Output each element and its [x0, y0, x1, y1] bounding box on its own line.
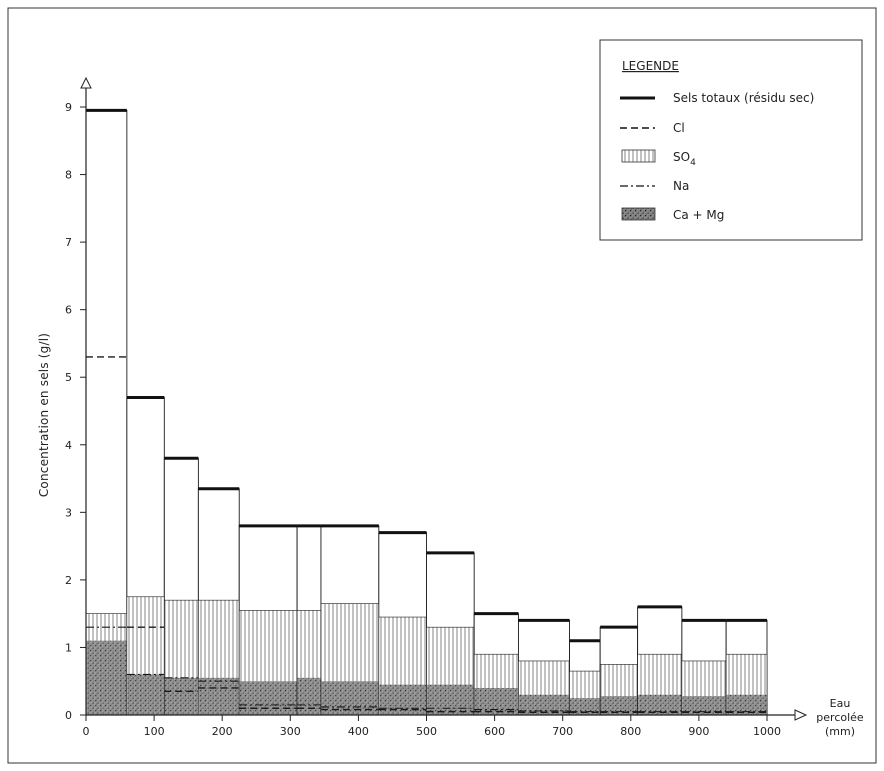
legend-label-total: Sels totaux (résidu sec): [673, 91, 814, 105]
x-axis-label-line-3: (mm): [825, 725, 855, 738]
y-tick-label: 1: [65, 641, 72, 654]
x-tick-label: 100: [144, 725, 165, 738]
x-axis-arrow-icon: [794, 709, 808, 721]
bar-camg: [127, 674, 164, 715]
bar-camg: [239, 681, 297, 715]
legend-swatch-so4: [621, 149, 656, 163]
legend-label-na: Na: [673, 179, 689, 193]
y-tick-label: 8: [65, 169, 72, 182]
legend-label-camg: Ca + Mg: [673, 208, 724, 222]
bar-camg: [638, 694, 682, 715]
y-tick-label: 6: [65, 304, 72, 317]
x-tick-label: 200: [212, 725, 233, 738]
x-tick-label: 800: [620, 725, 641, 738]
y-tick-label: 0: [65, 709, 72, 722]
bar-camg: [600, 696, 638, 715]
y-tick-label: 9: [65, 101, 72, 114]
legend-label-so4: SO4: [673, 150, 696, 168]
x-tick-label: 400: [348, 725, 369, 738]
x-axis-label-line-1: Eau: [830, 697, 851, 710]
x-axis-label-line-2: percolée: [816, 711, 864, 724]
x-ticks-group: 0 100 200 300 400 500 600 700 800 900 1000: [83, 715, 781, 738]
x-tick-label: 700: [552, 725, 573, 738]
legend-title: LEGENDE: [622, 59, 679, 73]
x-tick-label: 900: [688, 725, 709, 738]
x-tick-label: 300: [280, 725, 301, 738]
y-tick-label: 7: [65, 236, 72, 249]
x-tick-label: 1000: [753, 725, 781, 738]
bar-camg: [198, 677, 239, 715]
y-ticks-group: 0 1 2 3 4 5 6 7 8 9: [65, 101, 86, 722]
y-tick-label: 2: [65, 574, 72, 587]
legend-box: [599, 39, 863, 241]
bar-camg: [726, 694, 767, 715]
x-axis-label: Eau percolée (mm): [816, 697, 864, 738]
legend-label-so4-main: SO: [673, 150, 690, 164]
legend-label-cl: Cl: [673, 121, 685, 135]
figure-frame: [7, 7, 877, 764]
bar-camg: [518, 694, 570, 715]
y-tick-label: 4: [65, 439, 72, 452]
bars-group: [85, 108, 768, 716]
legend: LEGENDE Sels totaux (résidu sec) Cl SO4 …: [599, 39, 863, 241]
bar-camg: [474, 687, 518, 715]
bar-camg: [86, 640, 127, 715]
y-tick-label: 3: [65, 506, 72, 519]
bar-camg: [427, 684, 474, 715]
x-tick-label: 0: [83, 725, 90, 738]
legend-label-so4-subscript: 4: [690, 158, 696, 168]
y-axis-arrow-icon: [80, 76, 92, 89]
bar-camg: [297, 677, 321, 715]
axes-group: [80, 76, 808, 721]
y-tick-label: 5: [65, 371, 72, 384]
bar-camg: [682, 696, 726, 715]
x-tick-label: 500: [416, 725, 437, 738]
bar-camg: [164, 677, 198, 715]
x-tick-label: 600: [484, 725, 505, 738]
bar-camg: [379, 684, 426, 715]
legend-swatch-camg: [621, 207, 656, 221]
bar-camg: [570, 698, 600, 715]
y-axis-label: Concentration en sels (g/l): [37, 333, 51, 497]
